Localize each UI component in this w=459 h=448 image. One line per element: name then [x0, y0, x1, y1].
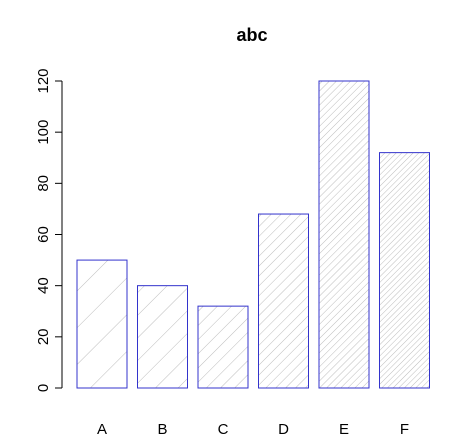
y-axis: 0 20 40 60 80 100 120	[35, 68, 63, 392]
bar-A	[76, 259, 128, 389]
chart-title: abc	[236, 25, 267, 45]
y-tick-label: 40	[35, 277, 52, 294]
y-tick-label: 0	[35, 384, 52, 392]
x-axis-labels: A B C D E F	[97, 421, 409, 438]
bar-C	[197, 305, 249, 389]
x-tick-label: B	[157, 421, 167, 438]
x-tick-label: F	[400, 421, 409, 438]
bar-D	[258, 213, 309, 389]
y-tick-label: 100	[35, 120, 52, 145]
y-tick-label: 80	[35, 175, 52, 192]
bar-E	[318, 80, 370, 389]
x-tick-label: C	[218, 421, 229, 438]
y-tick-label: 120	[35, 68, 52, 93]
bars-group	[76, 80, 430, 389]
x-tick-label: A	[97, 421, 107, 438]
y-tick-label: 60	[35, 226, 52, 243]
bar-B	[137, 285, 188, 389]
x-tick-label: D	[278, 421, 289, 438]
x-tick-label: E	[339, 421, 349, 438]
y-tick-label: 20	[35, 328, 52, 345]
bar-F	[379, 152, 430, 389]
